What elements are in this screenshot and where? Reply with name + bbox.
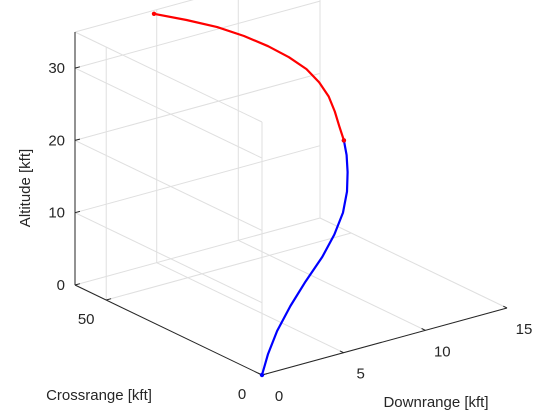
z-tick-mark — [74, 138, 81, 141]
z-tick-label: 10 — [48, 205, 65, 222]
y-axis-line — [74, 284, 263, 376]
z-tick-label: 0 — [57, 277, 65, 294]
y-tick-label: 0 — [238, 386, 246, 403]
box-edge — [74, 31, 263, 123]
floor-grid-x — [319, 217, 508, 309]
x-tick-label: 5 — [357, 366, 365, 383]
y-tick-label: 50 — [78, 311, 95, 328]
x-tick-mark — [421, 328, 426, 331]
box-edge — [74, 0, 194, 33]
left-wall-grid-z — [74, 212, 263, 304]
back-wall-grid-z — [74, 145, 321, 214]
x-tick-label: 15 — [516, 321, 533, 338]
series-1-start-point — [341, 138, 347, 143]
series-0-start-point — [259, 372, 265, 378]
z-tick-mark — [74, 283, 81, 286]
x-tick-label: 10 — [434, 343, 451, 360]
x-axis-line — [261, 307, 508, 376]
grid-lines — [74, 0, 508, 376]
series-line-1 — [153, 12, 345, 141]
x-tick-mark — [339, 350, 344, 354]
x-tick-mark — [503, 305, 508, 309]
y-tick-mark — [106, 298, 112, 301]
series-1-end-point — [151, 11, 157, 16]
z-tick-mark — [74, 66, 81, 69]
tick-labels: 0 5 10 15 0 50 0 10 20 30 — [48, 60, 532, 405]
floor-grid-x — [238, 239, 426, 331]
x-tick-label: 0 — [275, 388, 283, 405]
z-axis-label: Altitude [kft] — [17, 149, 34, 227]
back-wall-grid-z — [74, 217, 321, 286]
y-axis-label: Crossrange [kft] — [46, 387, 152, 404]
series-layer — [151, 11, 349, 378]
x-axis-label: Downrange [kft] — [383, 394, 488, 411]
left-wall-grid-z — [74, 67, 263, 159]
z-tick-label: 20 — [48, 132, 65, 149]
axes-lines — [74, 32, 508, 376]
floor-grid-x — [156, 262, 344, 354]
back-wall-grid-z — [74, 0, 321, 69]
floor-grid-y — [106, 232, 352, 301]
series-line-0 — [260, 140, 349, 376]
left-wall-grid-z — [74, 139, 263, 231]
z-tick-mark — [74, 210, 81, 214]
back-wall-grid-z — [74, 72, 321, 141]
z-tick-label: 30 — [48, 60, 65, 77]
